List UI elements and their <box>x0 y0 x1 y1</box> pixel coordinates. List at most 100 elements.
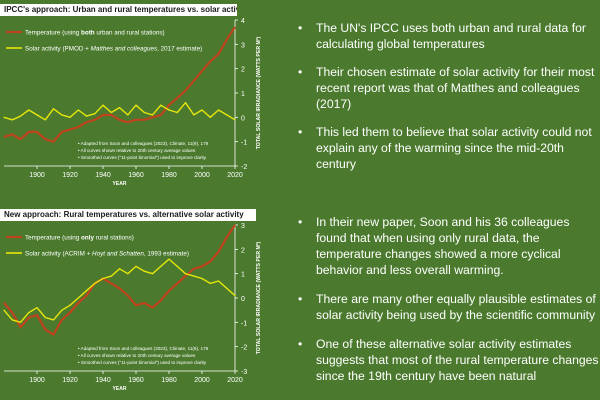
data-point <box>11 312 13 314</box>
data-point <box>28 312 30 314</box>
data-point <box>226 114 228 116</box>
y-tick-label: 0 <box>241 115 245 122</box>
data-point <box>3 309 5 311</box>
chart-svg: 4 3 2 1 0 -1 -2 1900 1920 1940 1960 1980 2000 2020 YEA… <box>3 18 262 187</box>
data-point <box>135 119 137 121</box>
data-point <box>217 109 220 111</box>
x-axis-label: YEAR <box>113 181 127 187</box>
data-point <box>226 236 228 238</box>
bullet-item: There are many other equally plausible e… <box>292 291 600 323</box>
data-point <box>94 119 96 121</box>
data-point <box>85 295 88 297</box>
data-point <box>69 312 71 314</box>
y-tick-label: 4 <box>241 18 245 25</box>
bullet-item: The UN's IPCC uses both urban and rural … <box>292 20 600 52</box>
bullet-item: One of these alternative solar activity … <box>292 336 600 384</box>
bullet-item: This led them to believe that solar acti… <box>292 124 600 172</box>
y-tick-label: 0 <box>241 296 245 303</box>
data-point <box>110 282 112 284</box>
chart-svg: 3 2 1 0 -1 -2 -3 1900 1920 1940 1960 1980 2000 2020 YE… <box>3 223 262 392</box>
y-tick-label: -3 <box>241 369 247 376</box>
data-point <box>52 319 55 321</box>
data-point <box>52 108 55 110</box>
data-point <box>61 131 63 133</box>
x-tick-label: 1980 <box>161 377 177 384</box>
data-point <box>151 114 154 116</box>
data-point <box>176 97 178 99</box>
x-tick-label: 2000 <box>194 172 210 179</box>
x-tick-label: 2020 <box>227 377 243 384</box>
data-point <box>234 295 236 297</box>
data-point <box>118 268 121 270</box>
chart-title: New approach: Rural temperatures vs. alt… <box>0 209 256 221</box>
data-point <box>226 287 228 289</box>
data-point <box>209 260 211 263</box>
data-point <box>193 80 195 82</box>
y-tick-label: -2 <box>241 164 247 171</box>
data-point <box>127 273 129 275</box>
data-point <box>11 133 13 135</box>
data-point <box>201 277 203 280</box>
data-point <box>19 326 22 328</box>
data-point <box>85 290 88 292</box>
chart-title: IPCC's approach: Urban and rural tempera… <box>0 4 237 16</box>
data-point <box>110 111 112 114</box>
data-point <box>118 287 121 289</box>
data-point <box>209 282 211 284</box>
x-tick-label: 1960 <box>128 377 144 384</box>
data-point <box>36 307 38 309</box>
data-point <box>135 304 137 306</box>
data-point <box>217 280 220 282</box>
data-point <box>127 295 129 297</box>
data-point <box>77 302 79 304</box>
data-point <box>61 319 63 321</box>
y-tick-label: 1 <box>241 91 245 98</box>
series-line-solar <box>3 101 236 121</box>
data-point <box>151 307 154 309</box>
data-point <box>52 141 55 143</box>
data-point <box>209 60 211 63</box>
data-point <box>85 115 88 117</box>
footnote: • All curves shown relative to 20th cent… <box>78 148 196 153</box>
y-tick-label: -1 <box>241 320 247 327</box>
data-point <box>184 275 187 277</box>
data-point <box>201 265 203 267</box>
data-point <box>143 111 145 114</box>
footnote: • All curves shown relative to 20th cent… <box>78 353 196 358</box>
x-tick-label: 1900 <box>29 377 45 384</box>
y-axis-label: TOTAL SOLAR IRRADIANCE (WATTS PER M²) <box>256 36 262 149</box>
data-point <box>52 333 55 336</box>
data-point <box>3 136 5 138</box>
x-tick-label: 1900 <box>29 172 45 179</box>
legend-label-temperature: Temperature (using only rural stations) <box>25 235 134 242</box>
data-point <box>11 119 13 121</box>
data-point <box>102 104 104 106</box>
data-point <box>201 109 203 111</box>
bullet-list-top: The UN's IPCC uses both urban and rural … <box>292 20 600 184</box>
y-tick-label: -2 <box>241 345 247 352</box>
data-point <box>44 316 46 319</box>
data-point <box>19 138 22 140</box>
y-tick-label: 2 <box>241 247 245 254</box>
data-point <box>61 309 63 311</box>
data-point <box>44 138 46 140</box>
data-point <box>102 277 104 280</box>
x-axis-label: YEAR <box>113 386 127 392</box>
data-point <box>151 116 154 118</box>
data-point <box>85 121 88 123</box>
data-point <box>184 273 187 275</box>
data-point <box>127 114 129 116</box>
data-point <box>28 131 30 133</box>
y-tick-label: -1 <box>241 140 247 147</box>
data-point <box>36 314 38 316</box>
data-point <box>77 126 79 128</box>
x-tick-label: 2000 <box>194 377 210 384</box>
data-point <box>176 282 178 284</box>
data-point <box>143 270 145 272</box>
footnote: • Smoothed curves ("11-point binomial") … <box>78 155 207 160</box>
data-point <box>19 115 22 117</box>
data-point <box>168 258 170 260</box>
x-tick-label: 1980 <box>161 172 177 179</box>
data-point <box>168 104 170 106</box>
bullet-item: In their new paper, Soon and his 36 coll… <box>292 214 600 278</box>
